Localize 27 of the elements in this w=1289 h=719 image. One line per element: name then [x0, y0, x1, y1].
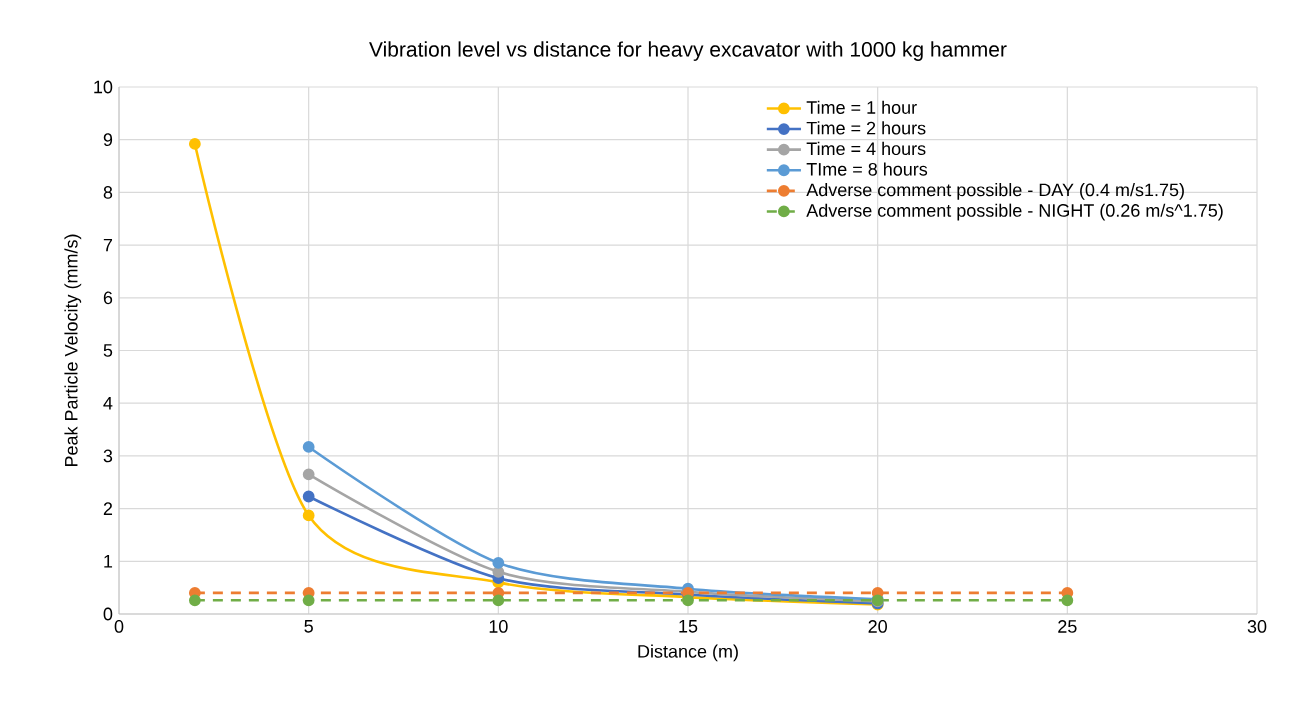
- legend-label: Time = 1 hour: [806, 100, 917, 114]
- legend-label: Time = 2 hours: [806, 121, 926, 135]
- x-tick-label: 25: [1058, 620, 1077, 633]
- x-axis-title: Distance (m): [638, 644, 738, 662]
- y-tick-label: 3: [103, 449, 113, 463]
- x-tick-label: 20: [868, 620, 887, 633]
- y-tick-label: 7: [103, 238, 113, 252]
- y-tick-label: 6: [103, 291, 113, 305]
- y-tick-label: 5: [103, 344, 113, 357]
- x-tick-label: 15: [679, 620, 698, 633]
- y-tick-label: 1: [104, 555, 113, 568]
- y-tick-label: 0: [103, 607, 113, 621]
- x-tick-label: 5: [304, 620, 313, 633]
- y-tick-label: 2: [103, 502, 113, 515]
- x-tick-label: 10: [489, 620, 508, 633]
- y-tick-label: 8: [103, 186, 113, 199]
- legend-label: Time = 4 hours: [806, 141, 926, 156]
- chart-title: Vibration level vs distance for heavy excavator with 1000 kg hammer: [369, 41, 1007, 61]
- x-tick-label: 0: [114, 620, 124, 633]
- legend-label: Adverse comment possible - DAY (0.4 m/s1.75): [806, 183, 1184, 200]
- legend-label: TIme = 8 hours: [806, 162, 928, 176]
- x-tick-label: 30: [1247, 620, 1267, 633]
- y-tick-label: 9: [103, 133, 113, 147]
- y-tick-label: 4: [103, 397, 113, 410]
- y-axis-title: Peak Particle Velocity (mm/s): [64, 234, 82, 467]
- legend-label: Adverse comment possible - NIGHT (0.26 m/s^1.75): [806, 203, 1223, 221]
- y-tick-label: 10: [94, 80, 113, 94]
